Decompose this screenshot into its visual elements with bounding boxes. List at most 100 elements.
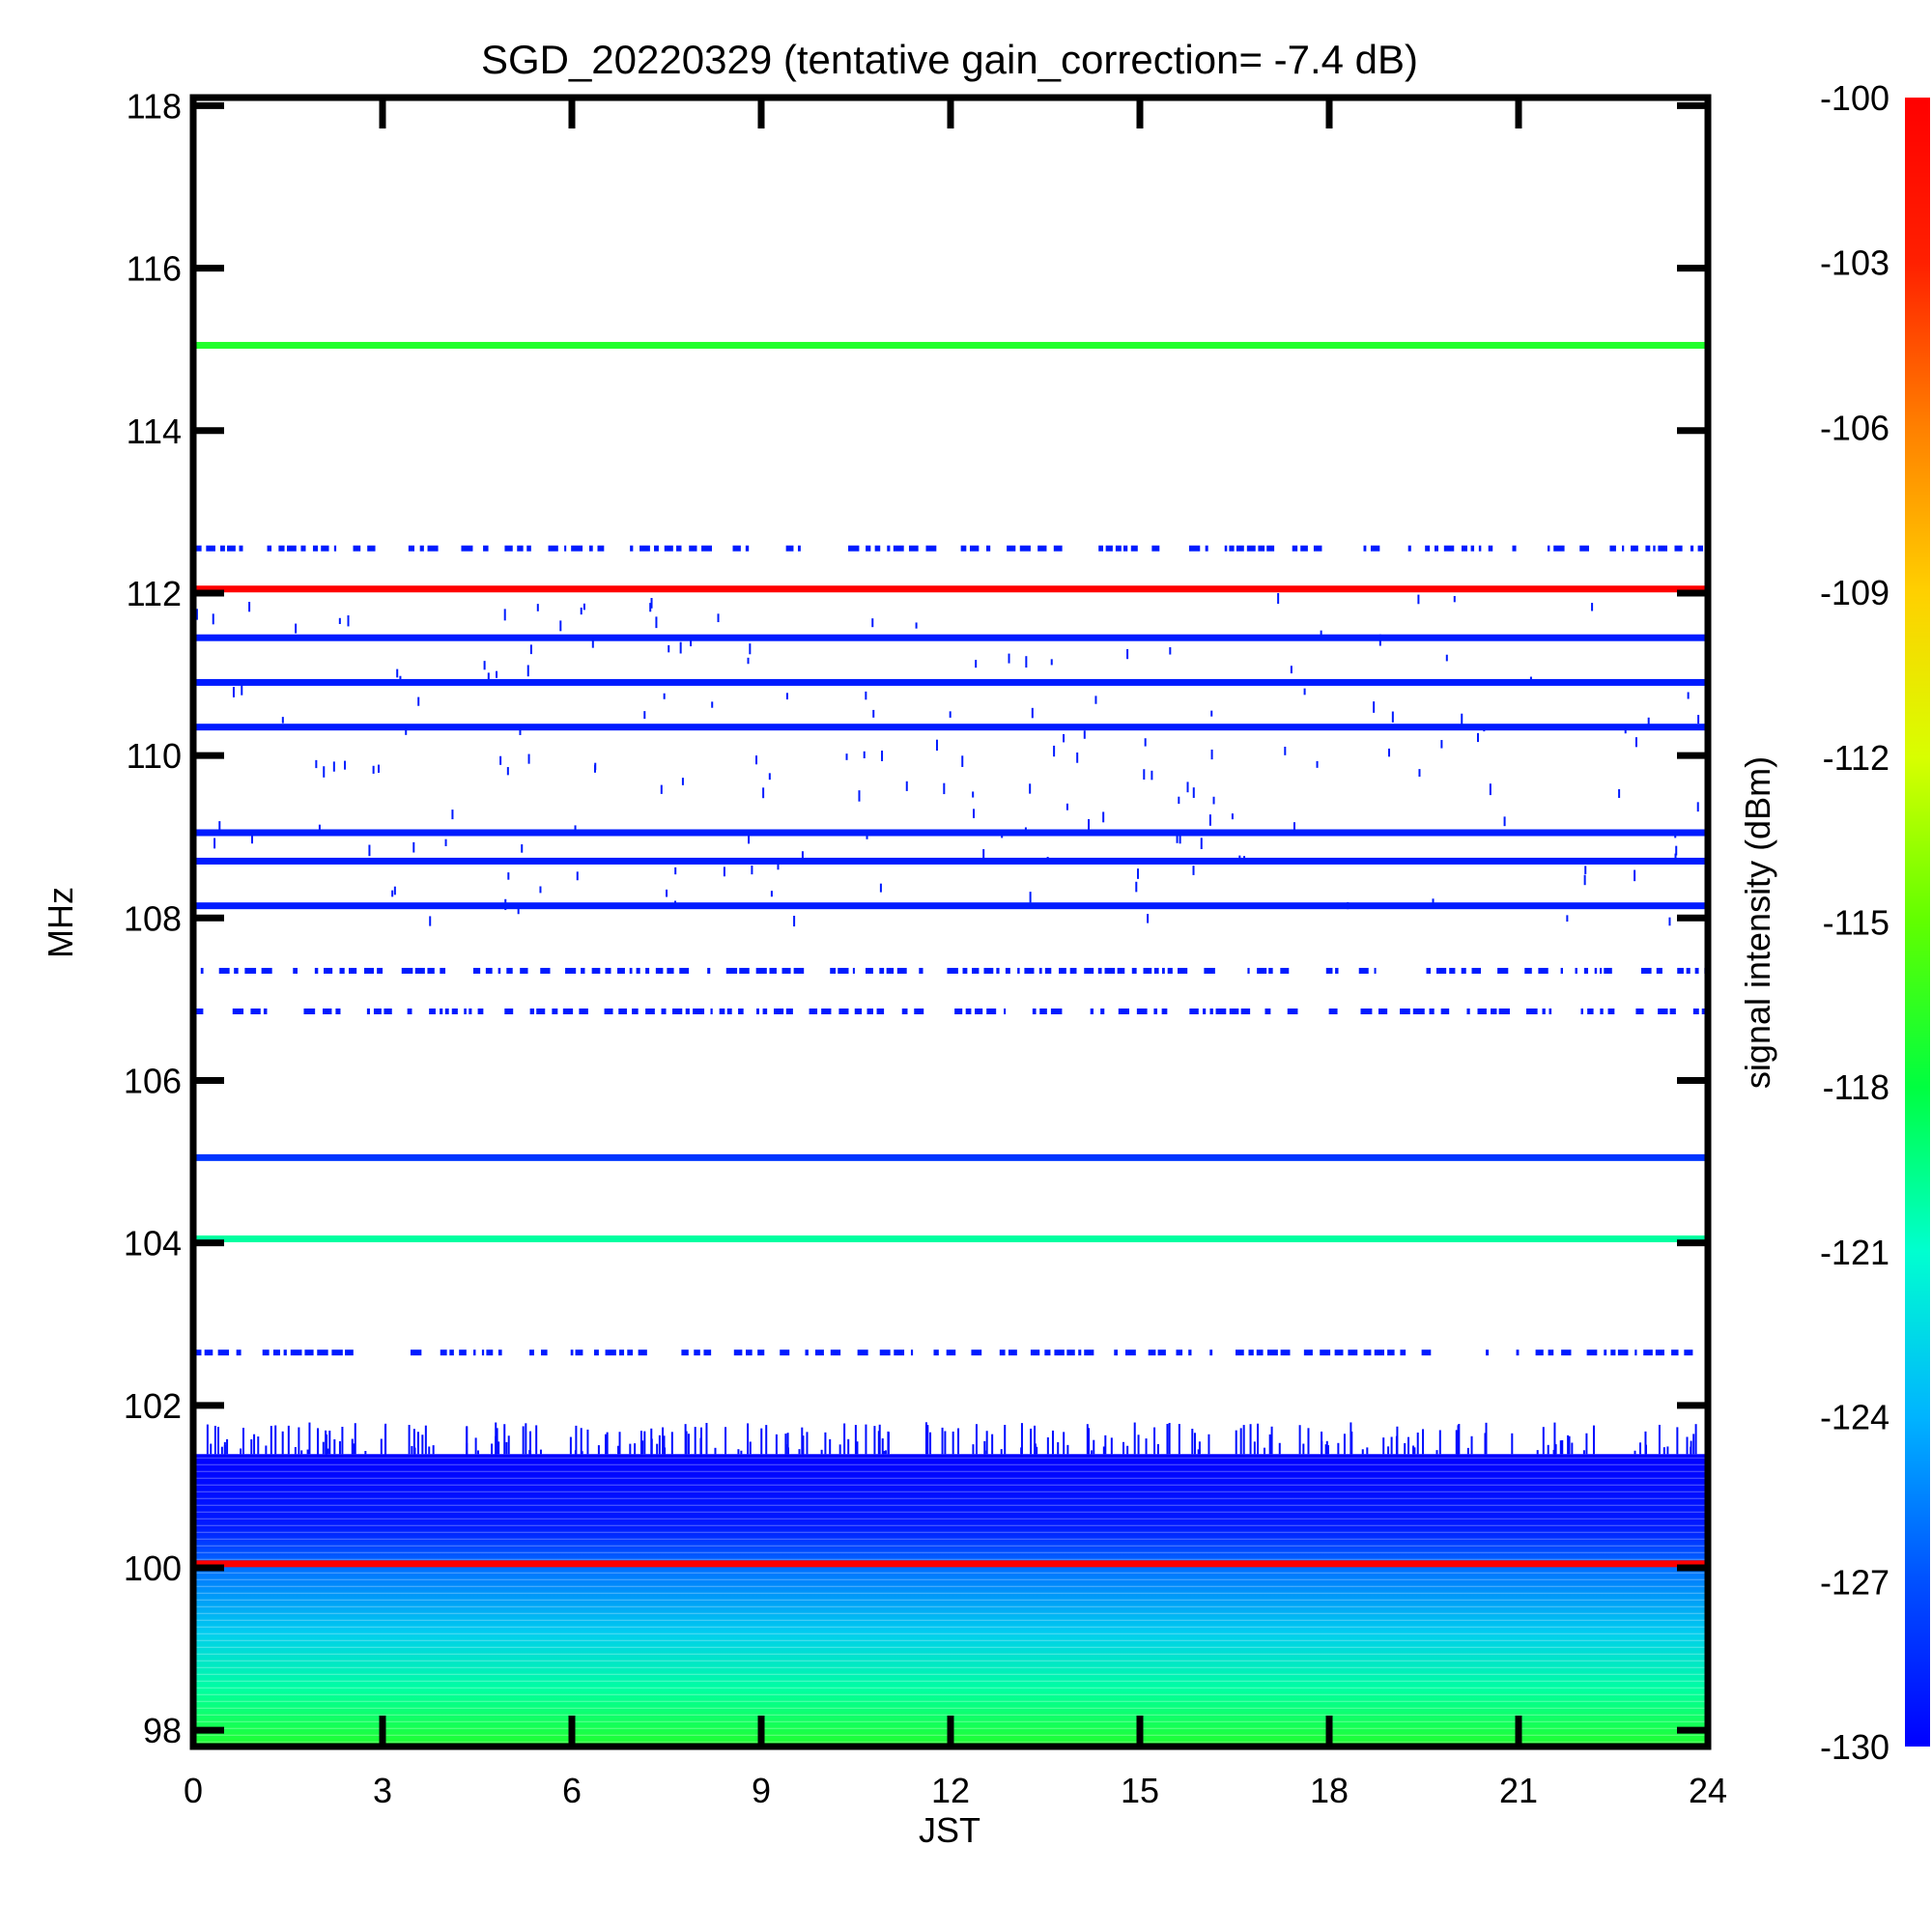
intermittent-band-segment: [200, 967, 204, 974]
noise-speckle: [1270, 1426, 1273, 1455]
noise-speckle: [220, 1446, 223, 1455]
noise-speckle: [941, 1427, 944, 1455]
intermittent-band-segment: [1400, 1350, 1406, 1356]
noise-speckle: [663, 1435, 666, 1455]
intermittent-band-segment: [1032, 1008, 1037, 1014]
y-tick-label: 114: [127, 412, 182, 451]
intermittent-band-segment: [605, 1350, 616, 1356]
noise-speckle: [328, 1430, 331, 1455]
noise-speckle: [765, 1425, 768, 1455]
sporadic-signal: [1316, 760, 1319, 768]
intermittent-band-segment: [1360, 1008, 1373, 1014]
intermittent-band-segment: [444, 1008, 449, 1014]
intermittent-band-segment: [1622, 545, 1625, 552]
intermittent-band-segment: [681, 1350, 689, 1356]
sporadic-signal: [1200, 838, 1203, 850]
intermittent-band-segment: [672, 1008, 683, 1014]
intermittent-band-segment: [755, 967, 767, 974]
x-tick-label: 3: [373, 1771, 392, 1810]
noise-speckle: [322, 1441, 325, 1455]
sporadic-signal: [507, 872, 510, 880]
intermittent-band-segment: [1640, 967, 1652, 974]
noise-speckle: [714, 1447, 717, 1455]
noise-speckle: [687, 1434, 690, 1455]
noise-speckle: [1350, 1422, 1352, 1455]
sporadic-signal: [195, 609, 198, 620]
signal-band: [193, 634, 1708, 641]
noise-speckle: [1567, 1435, 1570, 1455]
intermittent-band-segment: [1548, 1008, 1552, 1014]
sporadic-signal: [1418, 769, 1421, 777]
x-tick-label: 18: [1310, 1771, 1349, 1810]
intermittent-band-segment: [986, 1008, 997, 1014]
intermittent-band-segment: [304, 1350, 314, 1356]
sporadic-signal: [1503, 816, 1506, 827]
intermittent-band-segment: [464, 1008, 467, 1014]
noise-speckle: [1302, 1443, 1305, 1455]
intermittent-band-segment: [947, 967, 958, 974]
intermittent-band-segment: [1084, 967, 1094, 974]
sporadic-signal: [1088, 818, 1091, 831]
sporadic-signal: [975, 660, 978, 668]
noise-speckle: [784, 1434, 787, 1455]
noise-speckle: [298, 1427, 300, 1455]
intermittent-band-segment: [1030, 1350, 1040, 1356]
noise-speckle: [432, 1445, 435, 1455]
sporadic-signal: [1293, 822, 1295, 834]
y-tick-label: 98: [143, 1711, 182, 1750]
noise-speckle: [421, 1435, 424, 1455]
sporadic-signal: [1025, 656, 1028, 668]
sporadic-signal: [1303, 688, 1306, 696]
intermittent-band-segment: [769, 967, 777, 974]
noise-speckle: [424, 1425, 427, 1455]
intermittent-band-segment: [1044, 1350, 1051, 1356]
intermittent-band-segment: [1151, 545, 1160, 552]
intermittent-band-segment: [1258, 545, 1265, 552]
y-tick-label: 108: [124, 898, 182, 938]
sporadic-signal: [1144, 738, 1147, 747]
noise-speckle: [685, 1431, 688, 1455]
noise-speckle: [684, 1424, 687, 1455]
signal-band: [193, 585, 1708, 593]
sporadic-signal: [1083, 730, 1086, 739]
intermittent-band-segment: [324, 967, 333, 974]
sporadic-signal: [881, 751, 884, 761]
intermittent-band-segment: [1524, 967, 1532, 974]
sporadic-signal: [368, 844, 371, 857]
noise-speckle: [535, 1425, 538, 1455]
intermittent-band: [193, 1008, 1708, 1014]
noise-speckle: [629, 1443, 632, 1455]
y-tick-label: 106: [124, 1061, 182, 1100]
intermittent-band-segment: [745, 545, 750, 552]
noise-speckle: [1253, 1441, 1256, 1455]
noise-speckle: [991, 1434, 994, 1455]
noise-speckle: [1239, 1428, 1242, 1455]
sporadic-signal: [863, 751, 866, 758]
sporadic-signal: [1137, 868, 1140, 879]
noise-speckle: [586, 1429, 589, 1455]
intermittent-band-segment: [618, 1008, 628, 1014]
noise-speckle: [643, 1431, 646, 1455]
intermittent-band-segment: [1491, 1008, 1497, 1014]
intermittent-band-segment: [848, 545, 860, 552]
intermittent-band-segment: [300, 545, 306, 552]
intermittent-band-segment: [1400, 1008, 1410, 1014]
intermittent-band-segment: [1684, 1350, 1693, 1356]
noise-speckle: [1090, 1450, 1093, 1455]
intermittent-band-segment: [562, 1008, 574, 1014]
intermittent-band-segment: [408, 545, 414, 552]
intermittent-band-segment: [757, 1350, 765, 1356]
sporadic-signal: [1231, 813, 1234, 820]
intermittent-band-segment: [1246, 545, 1256, 552]
intermittent-band-segment: [960, 545, 967, 552]
intermittent-band-segment: [1426, 967, 1432, 974]
intermittent-band-segment: [529, 1008, 535, 1014]
x-axis-label: JST: [919, 1810, 980, 1850]
noise-speckle: [1324, 1444, 1327, 1455]
sporadic-signal: [332, 761, 335, 772]
sporadic-signal: [1445, 654, 1448, 662]
noise-speckle: [300, 1450, 303, 1455]
sporadic-signal: [1566, 915, 1569, 923]
sporadic-signal: [281, 717, 284, 724]
intermittent-band-segment: [785, 1008, 793, 1014]
